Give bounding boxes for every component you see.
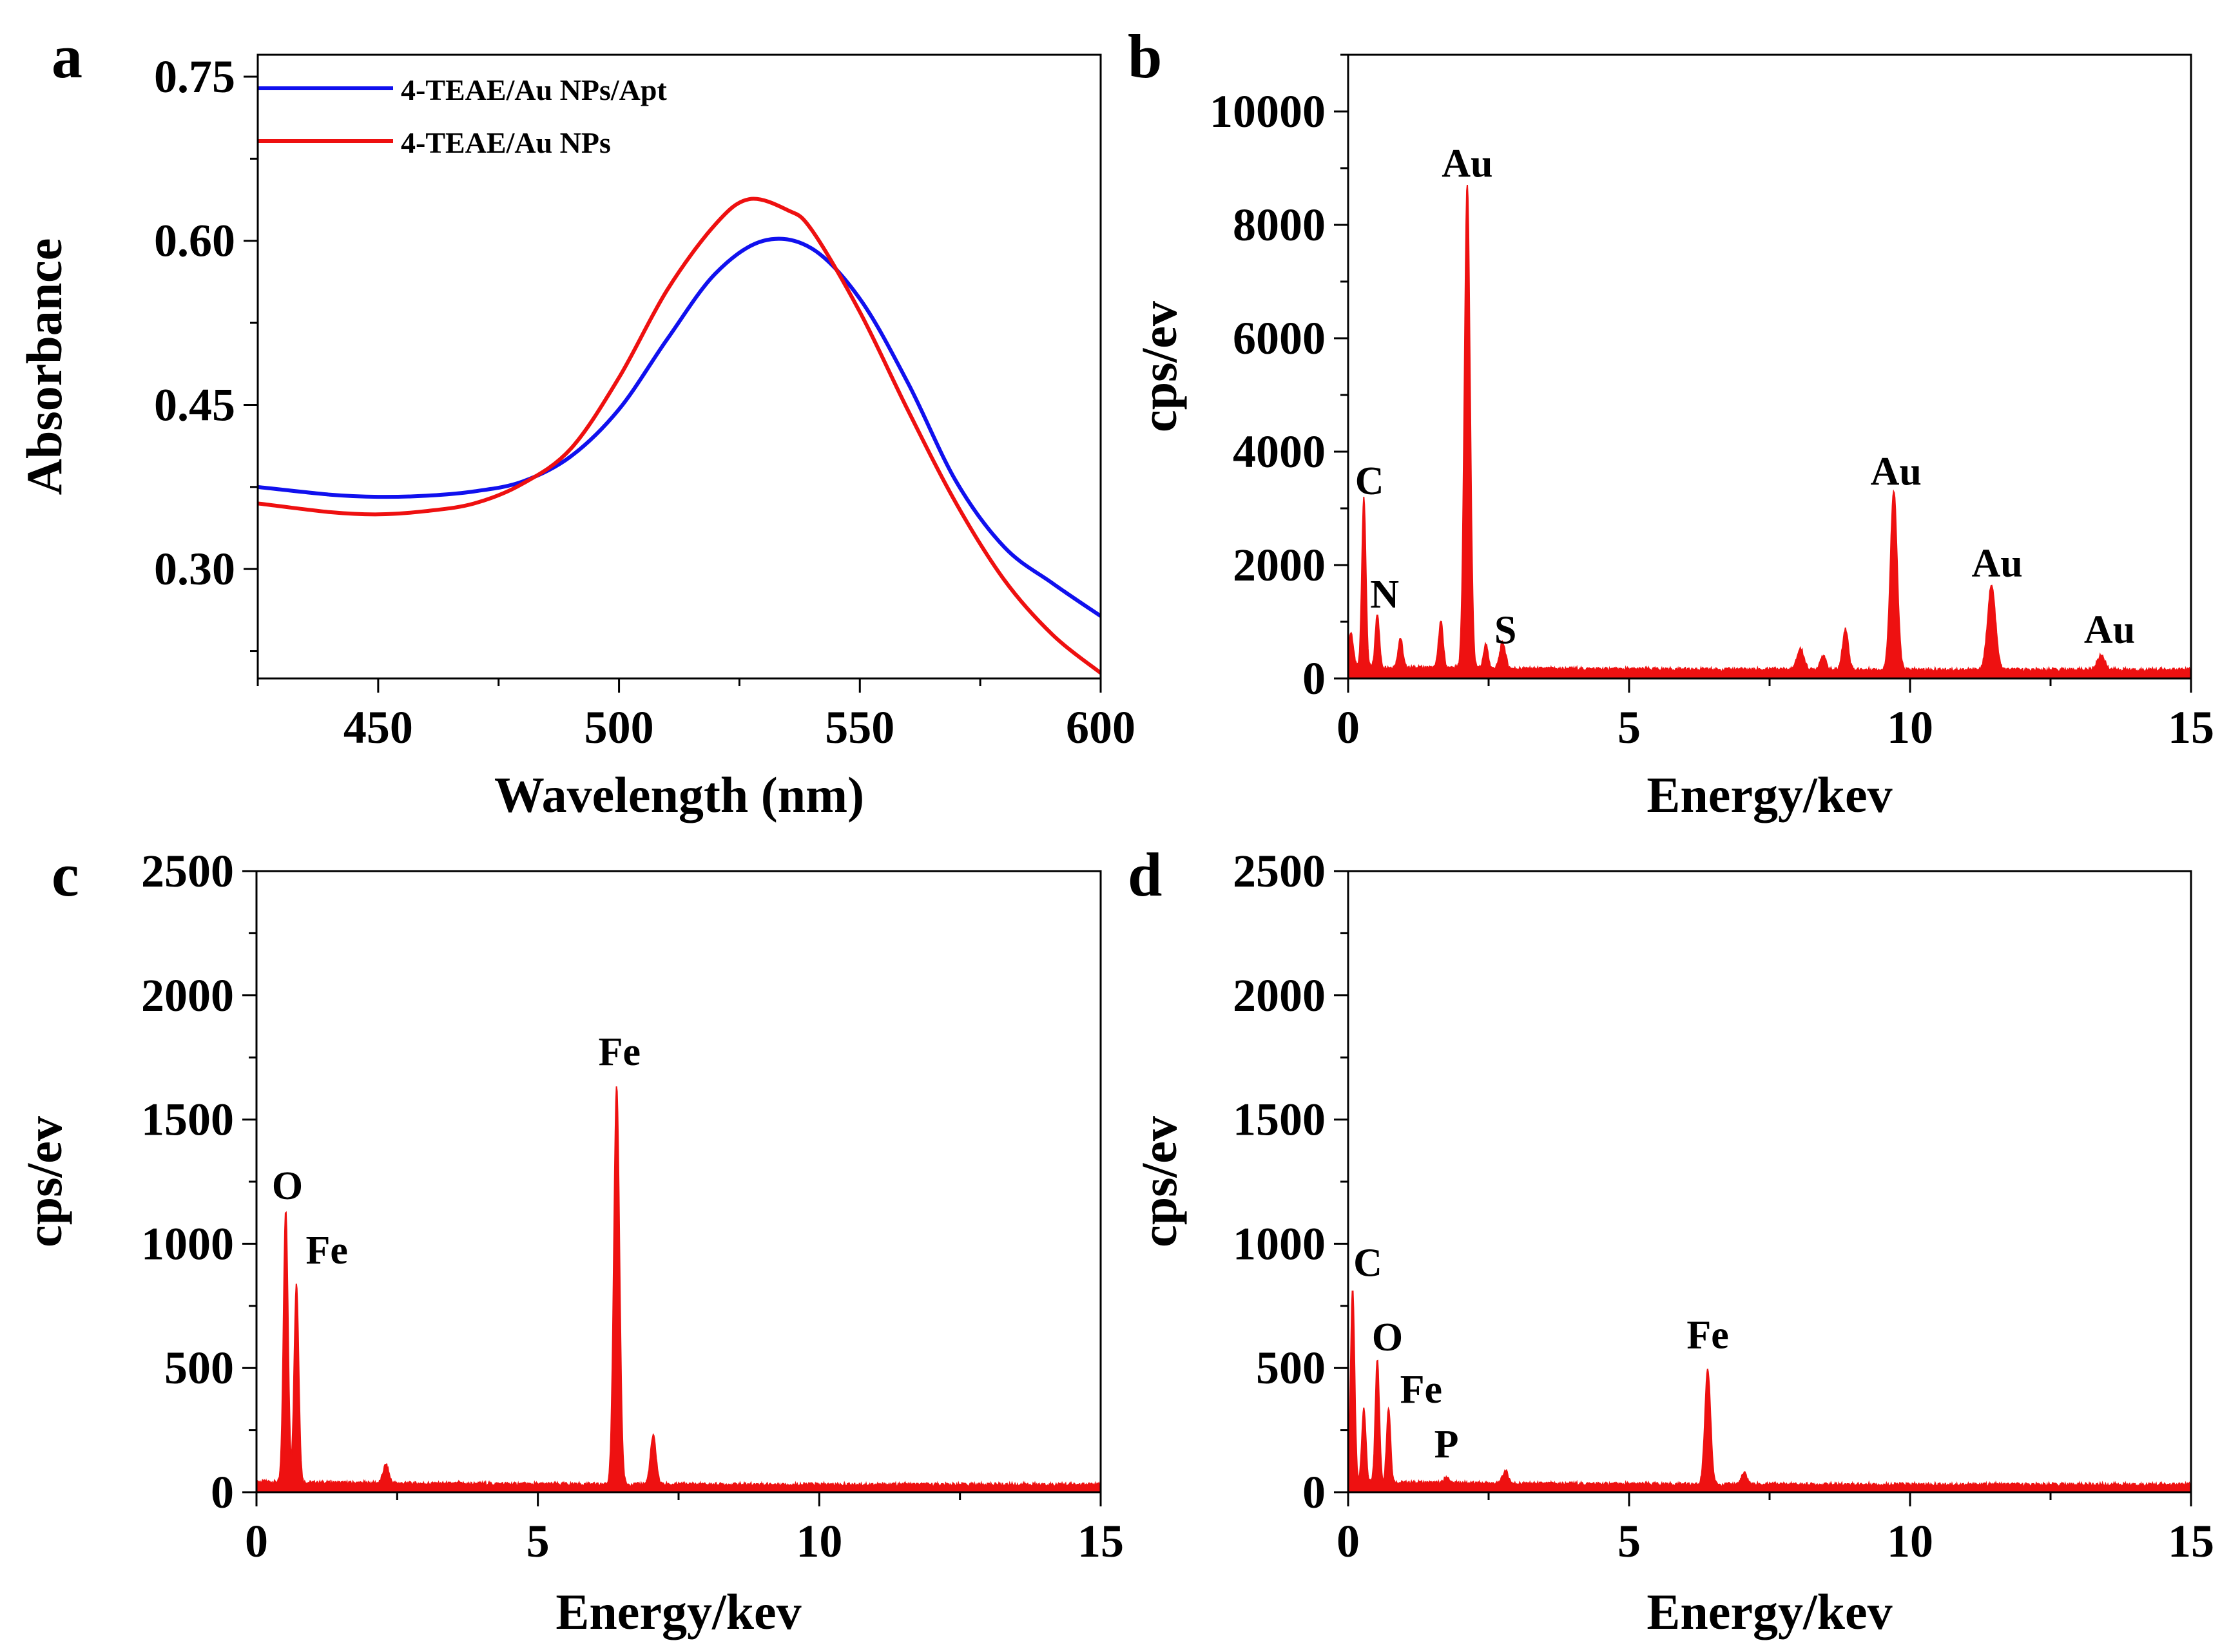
peak-labels: Au C N S Au Au Au xyxy=(1355,142,2135,652)
peak-label: Fe xyxy=(1686,1313,1728,1357)
peak-label: Fe xyxy=(305,1229,347,1273)
x-tick-label: 15 xyxy=(1077,1515,1124,1567)
x-tick-label: 500 xyxy=(584,702,654,753)
axes-panel-c: 0 5 10 15 0 500 1000 1500 2000 2500 Energy/kev cps/… xyxy=(16,840,1124,1640)
y-tick-label: 2000 xyxy=(1233,539,1326,591)
y-axis-title: cps/ev xyxy=(1131,301,1187,432)
x-axis-title: Energy/kev xyxy=(1646,767,1892,823)
x-tick-label: 0 xyxy=(245,1515,268,1567)
peak-label: Fe xyxy=(1400,1368,1442,1412)
panel-letter-c: c xyxy=(52,840,79,909)
x-tick-label: 5 xyxy=(1617,702,1641,753)
y-tick-label: 500 xyxy=(164,1342,234,1394)
y-tick-label: 2500 xyxy=(141,845,234,897)
y-tick-label: 0.60 xyxy=(154,215,235,267)
axes-panel-b: 0 5 10 15 0 2000 4000 6000 8000 10000 Energy/kev cp… xyxy=(1128,22,2214,823)
y-tick-label: 1000 xyxy=(1233,1218,1326,1269)
y-tick-label: 2000 xyxy=(141,970,234,1021)
peak-label: C xyxy=(1353,1242,1382,1285)
axes-panel-d: 0 5 10 15 0 500 1000 1500 2000 2500 Energy/kev cps/… xyxy=(1128,840,2214,1640)
y-tick-label: 0 xyxy=(1302,653,1326,704)
x-axis-title: Energy/kev xyxy=(555,1584,801,1640)
y-axis-title: cps/ev xyxy=(1131,1116,1187,1247)
y-tick-label: 4000 xyxy=(1233,426,1326,477)
panel-letter-a: a xyxy=(52,22,82,91)
y-tick-label: 6000 xyxy=(1233,312,1326,364)
y-axis-title: cps/ev xyxy=(16,1116,72,1247)
spectrum-group xyxy=(1348,1291,2191,1492)
y-tick-label: 1500 xyxy=(1233,1094,1326,1146)
spectrum-group xyxy=(1348,184,2191,678)
y-tick-label: 2000 xyxy=(1233,970,1326,1021)
peak-label: O xyxy=(1372,1316,1403,1359)
y-tick-label: 1000 xyxy=(141,1218,234,1269)
x-tick-label: 5 xyxy=(526,1515,550,1567)
peak-label: Au xyxy=(1442,142,1492,186)
series-line-au-nps xyxy=(258,197,1101,675)
plot-frame xyxy=(255,870,1102,1494)
y-tick-label: 0 xyxy=(1302,1466,1326,1518)
plot-frame xyxy=(256,53,1102,680)
y-tick-label: 10000 xyxy=(1210,86,1326,137)
series-group xyxy=(258,197,1101,675)
x-axis-title: Wavelength (nm) xyxy=(494,767,864,823)
y-tick-label: 0 xyxy=(211,1466,234,1518)
panel-letter-d: d xyxy=(1128,840,1162,909)
x-tick-label: 5 xyxy=(1617,1515,1641,1567)
y-tick-label: 0.45 xyxy=(154,379,235,430)
x-tick-label: 550 xyxy=(825,702,894,753)
y-tick-label: 0.30 xyxy=(154,543,235,595)
x-axis-title: Energy/kev xyxy=(1646,1584,1892,1640)
peak-label: N xyxy=(1370,573,1399,617)
y-tick-label: 0.75 xyxy=(154,51,235,102)
legend-label: 4-TEAE/Au NPs/Apt xyxy=(401,73,667,106)
spectrum-group xyxy=(256,1086,1101,1492)
x-tick-label: 600 xyxy=(1066,702,1135,753)
spectrum-area xyxy=(1348,184,2191,678)
peak-label: O xyxy=(272,1164,303,1208)
x-tick-label: 10 xyxy=(1887,1515,1933,1567)
axes-panel-a: 450 500 550 600 0.30 0.45 0.60 0.75 Wavelength (… xyxy=(16,22,1135,823)
peak-label: C xyxy=(1355,459,1384,503)
peak-label: S xyxy=(1494,608,1516,652)
peak-label: Au xyxy=(1871,450,1922,494)
series-line-apt xyxy=(258,236,1101,618)
peak-label: Au xyxy=(2084,608,2135,652)
peak-labels: CO Fe P Fe xyxy=(1353,1242,1729,1466)
x-tick-label: 450 xyxy=(343,702,413,753)
plot-frame xyxy=(1347,870,2192,1494)
peak-label: Fe xyxy=(599,1030,641,1074)
peak-label: Au xyxy=(1972,542,2023,586)
x-tick-label: 15 xyxy=(2168,1515,2214,1567)
legend-label: 4-TEAE/Au NPs xyxy=(401,126,611,159)
y-tick-label: 8000 xyxy=(1233,199,1326,251)
spectrum-area xyxy=(1348,1291,2191,1492)
spectrum-area xyxy=(256,1086,1101,1492)
panel-letter-b: b xyxy=(1128,22,1162,91)
x-tick-label: 10 xyxy=(796,1515,842,1567)
x-tick-label: 0 xyxy=(1337,702,1360,753)
legend: 4-TEAE/Au NPs/Apt 4-TEAE/Au NPs xyxy=(258,73,667,159)
x-tick-label: 15 xyxy=(2168,702,2214,753)
y-tick-label: 500 xyxy=(1256,1342,1326,1394)
x-tick-label: 0 xyxy=(1337,1515,1360,1567)
peak-label: P xyxy=(1434,1423,1459,1466)
y-axis-title: Absorbance xyxy=(16,238,72,495)
y-tick-label: 1500 xyxy=(141,1094,234,1146)
y-tick-label: 2500 xyxy=(1233,845,1326,897)
x-tick-label: 10 xyxy=(1887,702,1933,753)
